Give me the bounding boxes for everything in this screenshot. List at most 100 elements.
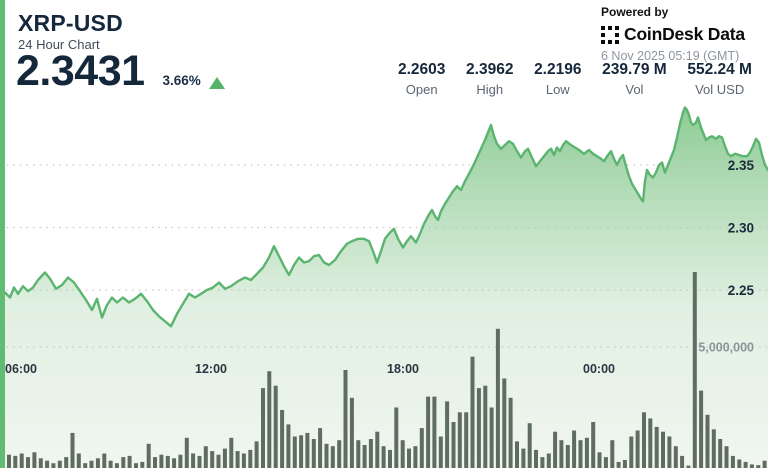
volume-bar	[680, 455, 685, 468]
price-axis-label: 2.30	[728, 221, 754, 236]
volume-bar	[381, 446, 386, 468]
change-percent: 3.66%	[162, 73, 201, 88]
left-accent-bar	[0, 0, 5, 468]
volume-bar	[57, 460, 62, 468]
volume-bar	[83, 463, 88, 468]
volume-bar	[730, 455, 735, 468]
volume-bar	[134, 463, 138, 468]
volume-bar	[362, 445, 367, 468]
volume-bar	[261, 388, 265, 468]
volume-bar	[280, 409, 285, 468]
current-price: 2.3431	[16, 47, 145, 95]
volume-bar	[273, 385, 278, 468]
volume-bar	[203, 446, 208, 468]
volume-bar	[292, 436, 297, 468]
volume-axis-label: 5,000,000	[698, 341, 754, 355]
price-row: 2.3431 3.66%	[16, 50, 225, 93]
volume-bar	[743, 461, 748, 468]
volume-bar	[591, 422, 596, 468]
coindesk-logo[interactable]: CoinDesk Data	[601, 24, 745, 45]
volume-bar	[286, 424, 291, 468]
stat-low: 2.2196 Low	[534, 61, 582, 97]
volume-bar	[686, 465, 691, 468]
volume-bar	[718, 439, 723, 468]
volume-bar	[19, 453, 24, 468]
volume-bar	[527, 423, 532, 468]
volume-bar	[457, 412, 462, 468]
stat-open: 2.2603 Open	[398, 61, 446, 97]
time-axis-label: 12:00	[195, 362, 227, 376]
volume-bar	[235, 451, 240, 468]
volume-bar	[629, 436, 634, 468]
volume-bar	[724, 446, 729, 468]
volume-bar	[661, 431, 665, 468]
volume-bar	[172, 458, 177, 468]
volume-bar	[476, 388, 481, 468]
up-arrow-icon	[208, 77, 225, 89]
volume-bar	[388, 449, 392, 468]
volume-bar	[140, 461, 145, 468]
volume-bar	[299, 435, 304, 468]
volume-bar	[648, 418, 653, 468]
volume-bar	[191, 453, 196, 468]
volume-bar	[711, 429, 716, 468]
volume-bar	[349, 397, 354, 468]
volume-bar	[642, 412, 646, 468]
volume-bar	[210, 451, 215, 468]
volume-bar	[432, 396, 437, 468]
volume-bar	[32, 452, 37, 468]
volume-bar	[229, 437, 234, 468]
volume-bar	[375, 431, 380, 468]
volume-bar	[38, 458, 43, 468]
volume-bar	[464, 412, 469, 468]
volume-bar	[578, 440, 583, 468]
powered-by-label: Powered by	[601, 5, 669, 19]
volume-bar	[305, 432, 310, 468]
volume-bar	[438, 436, 443, 468]
stat-vol-usd: 552.24 M Vol USD	[687, 61, 752, 97]
price-axis-label: 2.25	[728, 283, 755, 298]
stat-vol: 239.79 M Vol	[602, 61, 667, 97]
volume-bar	[127, 455, 132, 468]
volume-bar	[45, 460, 50, 468]
volume-bar	[394, 407, 399, 468]
volume-bar	[749, 464, 754, 468]
volume-bar	[400, 440, 405, 468]
volume-bar	[330, 446, 335, 468]
volume-bar	[553, 431, 558, 468]
volume-bar	[197, 455, 202, 468]
price-volume-chart[interactable]: 2.35 2.30 2.25 5,000,000 06:00 12:00 18:00 00:0…	[0, 100, 768, 468]
volume-bar	[248, 449, 253, 468]
symbol-title: XRP-USD	[18, 10, 123, 36]
volume-bar	[368, 439, 373, 468]
volume-bar	[521, 448, 526, 468]
time-axis-label: 00:00	[583, 362, 615, 376]
volume-bar	[184, 437, 189, 468]
volume-bar	[705, 414, 710, 468]
volume-bar	[419, 428, 424, 468]
volume-bar	[146, 443, 151, 468]
volume-bar	[756, 465, 761, 468]
price-area-fill	[0, 107, 768, 468]
volume-bar	[534, 449, 538, 468]
volume-bar	[178, 454, 183, 468]
volume-bar	[318, 428, 323, 468]
volume-bar	[311, 439, 316, 468]
volume-bar	[445, 401, 450, 468]
coindesk-logo-icon	[601, 25, 619, 44]
volume-bar	[121, 457, 126, 468]
volume-bar	[407, 448, 411, 468]
volume-bar	[610, 440, 615, 468]
volume-bar	[559, 440, 564, 468]
volume-bar	[572, 430, 577, 468]
price-axis-label: 2.35	[728, 158, 755, 173]
volume-bar	[102, 453, 107, 468]
volume-bar	[565, 445, 570, 468]
volume-bar	[114, 463, 119, 468]
volume-bar	[470, 356, 475, 468]
volume-bar	[584, 437, 589, 468]
volume-bar	[165, 455, 170, 468]
volume-bar	[502, 378, 507, 468]
volume-bar	[13, 455, 18, 468]
volume-bar	[89, 460, 94, 468]
